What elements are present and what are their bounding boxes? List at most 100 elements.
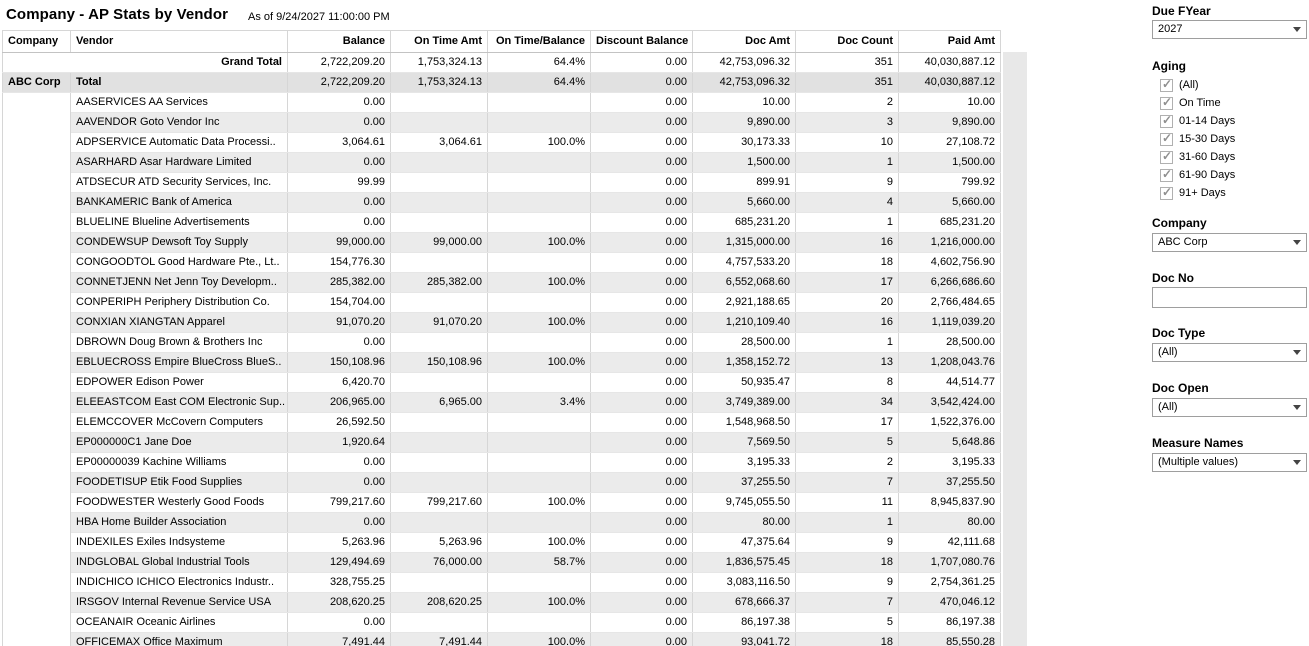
value-cell: 0.00 <box>590 432 693 453</box>
column-header-discount-balance[interactable]: Discount Balance <box>590 30 693 53</box>
vendor-cell[interactable]: BANKAMERIC Bank of America <box>70 192 288 213</box>
table-row: INDGLOBAL Global Industrial Tools 129,494… <box>3 552 1001 573</box>
value-cell: 5,660.00 <box>692 192 796 213</box>
column-header-doc-count[interactable]: Doc Count <box>795 30 899 53</box>
vendor-cell[interactable]: CONDEWSUP Dewsoft Toy Supply <box>70 232 288 253</box>
vendor-cell[interactable]: INDICHICO ICHICO Electronics Industr.. <box>70 572 288 593</box>
vendor-cell[interactable]: HBA Home Builder Association <box>70 512 288 533</box>
aging-option-91+-days[interactable]: ✓ 91+ Days <box>1160 184 1309 202</box>
doc-open-dropdown[interactable]: (All) <box>1152 398 1307 417</box>
table-row: DBROWN Doug Brown & Brothers Inc 0.00 0.00… <box>3 332 1001 353</box>
table-row: ASARHARD Asar Hardware Limited 0.00 0.00 1,… <box>3 152 1001 173</box>
column-header-doc-amt[interactable]: Doc Amt <box>692 30 796 53</box>
measure-names-dropdown[interactable]: (Multiple values) <box>1152 453 1307 472</box>
value-cell: 1,548,968.50 <box>692 412 796 433</box>
company-total-cell: 1,753,324.13 <box>390 72 488 93</box>
vendor-cell[interactable]: EDPOWER Edison Power <box>70 372 288 393</box>
vendor-cell[interactable]: ADPSERVICE Automatic Data Processi.. <box>70 132 288 153</box>
column-header-on-time-amt[interactable]: On Time Amt <box>390 30 488 53</box>
vendor-cell[interactable]: EP000000C1 Jane Doe <box>70 432 288 453</box>
vendor-cell[interactable]: INDEXILES Exiles Indsysteme <box>70 532 288 553</box>
vendor-cell[interactable]: OCEANAIR Oceanic Airlines <box>70 612 288 633</box>
value-cell: 0.00 <box>287 212 391 233</box>
vendor-cell[interactable]: IRSGOV Internal Revenue Service USA <box>70 592 288 613</box>
value-cell: 7 <box>795 472 899 493</box>
value-cell: 0.00 <box>287 452 391 473</box>
value-cell: 2,766,484.65 <box>898 292 1001 313</box>
company-dropdown[interactable]: ABC Corp <box>1152 233 1307 252</box>
vendor-cell[interactable]: CONXIAN XIANGTAN Apparel <box>70 312 288 333</box>
vendor-cell[interactable]: AASERVICES AA Services <box>70 92 288 113</box>
value-cell: 47,375.64 <box>692 532 796 553</box>
checkbox-icon: ✓ <box>1160 77 1173 92</box>
vendor-cell[interactable]: EP00000039 Kachine Williams <box>70 452 288 473</box>
value-cell <box>487 472 591 493</box>
column-header-balance[interactable]: Balance <box>287 30 391 53</box>
vendor-cell[interactable]: DBROWN Doug Brown & Brothers Inc <box>70 332 288 353</box>
column-header-company[interactable]: Company <box>2 30 71 53</box>
value-cell: 28,500.00 <box>692 332 796 353</box>
aging-option-on-time[interactable]: ✓ On Time <box>1160 94 1309 112</box>
vendor-cell[interactable]: CONPERIPH Periphery Distribution Co. <box>70 292 288 313</box>
vendor-cell[interactable]: CONGOODTOL Good Hardware Pte., Lt.. <box>70 252 288 273</box>
vendor-cell[interactable]: INDGLOBAL Global Industrial Tools <box>70 552 288 573</box>
value-cell: 0.00 <box>590 632 693 646</box>
vendor-cell[interactable]: CONNETJENN Net Jenn Toy Developm.. <box>70 272 288 293</box>
aging-option-31-60-days[interactable]: ✓ 31-60 Days <box>1160 148 1309 166</box>
value-cell: 328,755.25 <box>287 572 391 593</box>
vendor-cell[interactable]: ATDSECUR ATD Security Services, Inc. <box>70 172 288 193</box>
checkbox-icon: ✓ <box>1160 185 1173 200</box>
vendor-cell[interactable]: FOODWESTER Westerly Good Foods <box>70 492 288 513</box>
value-cell: 76,000.00 <box>390 552 488 573</box>
doc-no-input[interactable] <box>1152 287 1307 308</box>
value-cell: 3 <box>795 112 899 133</box>
value-cell: 10.00 <box>898 92 1001 113</box>
vendor-cell[interactable]: ASARHARD Asar Hardware Limited <box>70 152 288 173</box>
value-cell: 7,569.50 <box>692 432 796 453</box>
aging-option-label: 61-90 Days <box>1179 169 1236 181</box>
grand-total-cell: 0.00 <box>590 52 693 73</box>
company-total-cell: 40,030,887.12 <box>898 72 1001 93</box>
value-cell <box>487 512 591 533</box>
due-fyear-dropdown[interactable]: 2027 <box>1152 20 1307 39</box>
value-cell: 9,890.00 <box>898 112 1001 133</box>
company-name-cell[interactable]: ABC Corp <box>2 72 71 93</box>
value-cell: 1,208,043.76 <box>898 352 1001 373</box>
value-cell: 0.00 <box>590 592 693 613</box>
aging-option-15-30-days[interactable]: ✓ 15-30 Days <box>1160 130 1309 148</box>
column-header-on-time-balance[interactable]: On Time/Balance <box>487 30 591 53</box>
vendor-cell[interactable]: ELEEASTCOM East COM Electronic Sup.. <box>70 392 288 413</box>
column-header-paid-amt[interactable]: Paid Amt <box>898 30 1001 53</box>
value-cell: 1 <box>795 512 899 533</box>
value-cell: 4,757,533.20 <box>692 252 796 273</box>
value-cell: 10 <box>795 132 899 153</box>
aging-option-61-90-days[interactable]: ✓ 61-90 Days <box>1160 166 1309 184</box>
vertical-scrollbar[interactable] <box>1003 52 1027 646</box>
doc-no-label: Doc No <box>1152 271 1194 285</box>
aging-option-01-14-days[interactable]: ✓ 01-14 Days <box>1160 112 1309 130</box>
value-cell: 58.7% <box>487 552 591 573</box>
vendor-cell[interactable]: AAVENDOR Goto Vendor Inc <box>70 112 288 133</box>
vendor-cell[interactable]: EBLUECROSS Empire BlueCross BlueS.. <box>70 352 288 373</box>
value-cell: 1,315,000.00 <box>692 232 796 253</box>
table-row: OCEANAIR Oceanic Airlines 0.00 0.00 86,197.… <box>3 612 1001 633</box>
value-cell: 285,382.00 <box>287 272 391 293</box>
aging-option-label: (All) <box>1179 79 1199 91</box>
vendor-cell[interactable]: OFFICEMAX Office Maximum <box>70 632 288 646</box>
column-header-vendor[interactable]: Vendor <box>70 30 288 53</box>
vendor-cell[interactable]: BLUELINE Blueline Advertisements <box>70 212 288 233</box>
value-cell <box>487 192 591 213</box>
aging-option-label: 01-14 Days <box>1179 115 1236 127</box>
value-cell <box>390 612 488 633</box>
table-row: FOODETISUP Etik Food Supplies 0.00 0.00 37,… <box>3 472 1001 493</box>
vendor-cell[interactable]: ELEMCCOVER McCovern Computers <box>70 412 288 433</box>
doc-type-dropdown[interactable]: (All) <box>1152 343 1307 362</box>
table-row: INDICHICO ICHICO Electronics Industr.. 32… <box>3 572 1001 593</box>
chevron-down-icon <box>1293 405 1301 410</box>
vendor-cell[interactable]: FOODETISUP Etik Food Supplies <box>70 472 288 493</box>
value-cell <box>487 152 591 173</box>
value-cell: 5,660.00 <box>898 192 1001 213</box>
aging-option--all-[interactable]: ✓ (All) <box>1160 76 1309 94</box>
company-label: Company <box>1152 216 1207 230</box>
grand-total-cell: 64.4% <box>487 52 591 73</box>
